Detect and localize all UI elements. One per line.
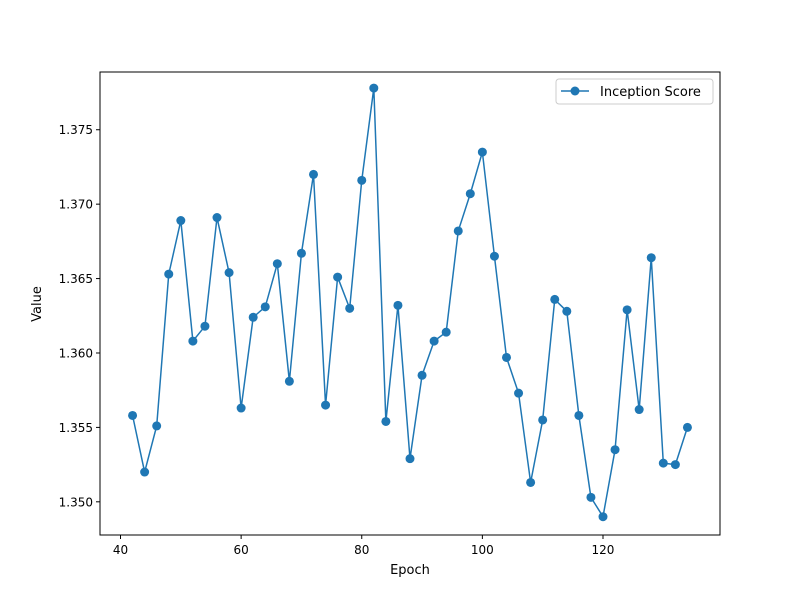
data-point [200, 321, 210, 331]
data-point [188, 336, 198, 346]
data-point [562, 306, 572, 316]
data-point [212, 213, 222, 223]
data-point [333, 272, 343, 282]
data-point [670, 460, 680, 470]
legend-marker-swatch [570, 86, 580, 96]
plot-frame [99, 71, 721, 536]
data-point [417, 370, 427, 380]
data-point [260, 302, 270, 312]
x-tick-label: 120 [592, 543, 615, 557]
data-point [658, 458, 668, 468]
data-point [381, 416, 391, 426]
data-point [550, 294, 560, 304]
data-point [489, 251, 499, 261]
data-point [309, 169, 318, 179]
data-point [164, 269, 174, 279]
y-tick-label: 1.375 [59, 123, 93, 137]
data-point [574, 410, 584, 420]
legend-entry-inception-score: Inception Score [600, 85, 701, 100]
y-tick-label: 1.350 [59, 495, 93, 509]
data-point [248, 312, 258, 322]
data-point [586, 492, 596, 502]
data-point [622, 305, 632, 315]
data-point [176, 216, 186, 226]
data-point [405, 454, 415, 464]
data-point [682, 422, 692, 432]
x-tick-label: 40 [113, 543, 128, 557]
data-point [321, 400, 331, 410]
data-point [526, 477, 536, 487]
y-tick-label: 1.370 [59, 198, 93, 212]
data-point [272, 259, 282, 269]
data-point [646, 253, 656, 263]
data-point [477, 147, 487, 157]
y-tick-label: 1.360 [59, 346, 93, 360]
data-point [128, 410, 138, 420]
y-axis-label: Value [30, 286, 45, 322]
x-tick-label: 100 [471, 543, 494, 557]
data-point [224, 268, 234, 278]
data-point [345, 303, 355, 313]
data-point [152, 421, 162, 431]
data-point [538, 415, 548, 425]
data-point [393, 300, 403, 310]
legend-box [555, 78, 714, 105]
data-point [610, 445, 620, 455]
data-point [514, 388, 524, 398]
y-tick-label: 1.355 [59, 421, 93, 435]
series-layer [128, 83, 692, 522]
data-point [465, 189, 475, 199]
x-tick-label: 60 [233, 543, 248, 557]
data-point [634, 405, 644, 415]
data-point [429, 336, 439, 346]
x-axis-label: Epoch [390, 563, 430, 578]
x-tick-label: 80 [354, 543, 369, 557]
legend: Inception Score [555, 78, 714, 105]
data-point [140, 467, 150, 477]
y-tick-label: 1.365 [59, 272, 93, 286]
data-point [598, 512, 608, 522]
axes: 40 60 80 100 120 1.350 1.355 1.360 1.365 1.370 1.3… [59, 71, 721, 557]
data-point [441, 327, 451, 337]
data-point [357, 175, 367, 185]
data-point [236, 403, 246, 413]
data-point [502, 352, 511, 362]
data-point [369, 83, 379, 93]
data-point [284, 376, 294, 386]
data-point [296, 248, 306, 258]
data-point [453, 226, 463, 236]
